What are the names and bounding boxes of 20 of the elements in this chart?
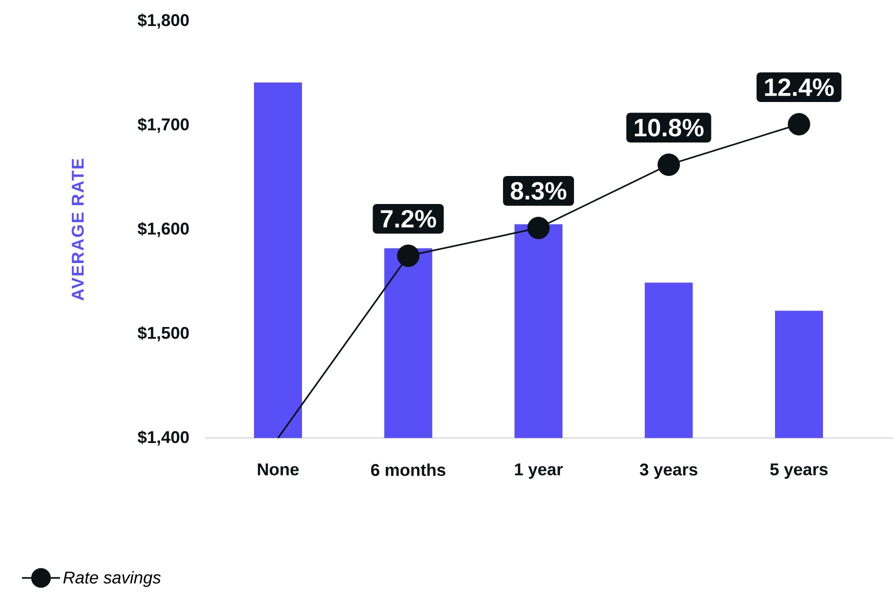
point [397, 244, 420, 267]
x-tick-label: 3 years [640, 464, 698, 479]
data-label: 7.2% [380, 210, 436, 228]
x-tick-label: None [258, 464, 299, 476]
data-label: 10.8% [634, 118, 704, 137]
point [788, 113, 810, 136]
y-tick-label: $1,500 [138, 326, 189, 342]
y-tick-label: $1,700 [138, 118, 189, 133]
point [527, 216, 550, 240]
point [658, 154, 680, 176]
y-tick-label: $1,800 [138, 13, 189, 29]
x-tick-label: 5 years [770, 464, 828, 479]
data-label: 8.3% [510, 182, 566, 200]
y-tick-label: $1,600 [138, 222, 189, 238]
x-tick-label: 6 months [371, 464, 446, 476]
y-tick-label: $1,400 [138, 430, 189, 446]
y-axis-title: AVERAGE RATE [72, 158, 84, 300]
data-label: 12.4% [765, 78, 834, 96]
x-tick-label: 1 year [514, 464, 563, 479]
legend-label: Rate savings [63, 571, 161, 587]
